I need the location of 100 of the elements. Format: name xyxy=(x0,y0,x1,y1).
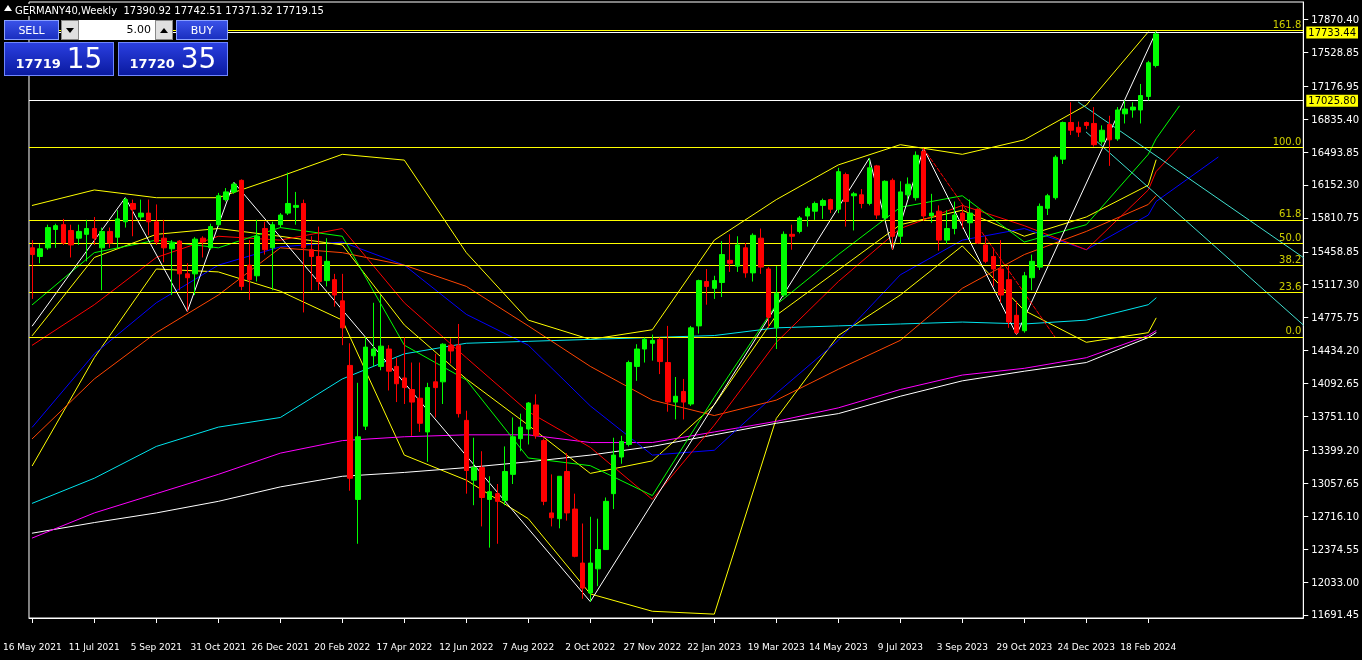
candlestick xyxy=(130,199,136,237)
annotation: 0.0 xyxy=(1285,325,1302,337)
candlestick xyxy=(270,221,275,291)
candlestick xyxy=(45,224,51,251)
candlestick xyxy=(1045,193,1050,216)
candlestick xyxy=(626,360,632,447)
x-tick-label: 14 May 2023 xyxy=(808,641,868,652)
candlestick xyxy=(595,518,601,587)
candlestick xyxy=(750,232,756,283)
annotation: 61.8 xyxy=(1279,208,1302,220)
candlestick xyxy=(471,437,477,506)
candlestick xyxy=(1076,121,1081,138)
candlestick xyxy=(1146,60,1151,101)
candlestick xyxy=(487,475,492,549)
candlestick xyxy=(898,180,903,245)
candlestick xyxy=(107,227,113,249)
candlestick xyxy=(231,181,237,195)
candlestick xyxy=(696,279,702,335)
candlestick xyxy=(223,187,229,203)
candlestick xyxy=(185,262,190,312)
candlestick xyxy=(665,325,671,413)
candlestick xyxy=(340,273,345,346)
candlestick xyxy=(200,235,206,258)
y-tick-label: 15810.75 xyxy=(1311,212,1359,224)
candlestick xyxy=(766,266,771,329)
annotation: BUY xyxy=(190,23,214,37)
price-box: 17719 15 xyxy=(4,42,114,76)
candlestick xyxy=(983,235,988,264)
candlestick xyxy=(84,219,89,262)
y-tick-label: 17176.95 xyxy=(1311,80,1359,92)
candlestick xyxy=(557,475,562,529)
candlestick xyxy=(53,223,58,249)
sell-button: SELL xyxy=(4,20,59,40)
candlestick xyxy=(192,236,198,296)
candlestick xyxy=(719,240,725,298)
candlestick xyxy=(433,353,438,418)
candlestick xyxy=(1014,300,1019,336)
candlestick xyxy=(603,497,609,551)
candlestick xyxy=(177,239,182,291)
candlestick xyxy=(518,413,523,452)
annotation: 161.8 xyxy=(1272,18,1302,30)
candlestick xyxy=(851,191,857,231)
candlestick xyxy=(464,410,469,495)
candlestick xyxy=(859,188,864,209)
candlestick xyxy=(347,342,353,492)
candlestick xyxy=(371,302,376,367)
candlestick xyxy=(657,336,663,375)
candlestick xyxy=(115,209,120,249)
candlestick xyxy=(138,199,144,221)
candlestick xyxy=(386,344,392,391)
candlestick xyxy=(440,342,446,405)
x-tick-label: 12 Jun 2022 xyxy=(439,641,494,652)
candlestick xyxy=(836,167,841,214)
candlestick xyxy=(417,362,423,433)
candlestick xyxy=(510,416,516,485)
candlestick xyxy=(526,401,531,445)
candlestick xyxy=(1130,101,1136,119)
candlestick xyxy=(1029,254,1035,291)
candlestick xyxy=(797,215,802,234)
annotation: 35 xyxy=(180,42,217,75)
candlestick xyxy=(991,247,996,287)
candlestick xyxy=(1122,99,1128,124)
x-tick-label: 5 Sep 2021 xyxy=(130,641,182,652)
candlestick xyxy=(727,233,733,273)
candlestick xyxy=(169,239,175,296)
candlestick xyxy=(1060,121,1066,165)
candlestick xyxy=(262,221,268,256)
candlestick xyxy=(673,376,678,420)
y-tick-label: 17870.40 xyxy=(1311,13,1359,25)
x-tick-label: 22 Jan 2023 xyxy=(687,641,742,652)
x-tick-label: 20 Feb 2022 xyxy=(314,641,371,652)
candlestick xyxy=(533,393,539,440)
candlestick xyxy=(789,224,795,251)
candlestick xyxy=(293,191,299,226)
candlestick xyxy=(30,239,35,300)
candlestick xyxy=(309,235,314,291)
candlestick xyxy=(913,150,919,202)
y-tick-label: 13751.10 xyxy=(1311,410,1359,422)
candlestick xyxy=(712,275,717,300)
y-tick-label: 16835.40 xyxy=(1311,113,1359,125)
candlestick xyxy=(549,473,554,527)
y-tick-label: 16493.85 xyxy=(1311,146,1359,158)
candlestick xyxy=(278,212,283,229)
candlestick xyxy=(324,237,330,287)
x-tick-label: 11 Jul 2021 xyxy=(68,641,120,652)
candlestick xyxy=(704,268,709,306)
ref-line-label: 17025.80 xyxy=(1308,95,1356,107)
candlestick xyxy=(998,239,1004,304)
y-tick-label: 13057.65 xyxy=(1311,477,1359,489)
candlestick xyxy=(650,334,655,362)
x-tick-label: 27 Nov 2022 xyxy=(623,641,682,652)
y-tick-label: 12374.55 xyxy=(1311,543,1359,555)
annotation: 50.0 xyxy=(1279,231,1302,243)
line-series xyxy=(31,297,1157,504)
candlestick xyxy=(688,325,694,407)
y-tick-label: 15458.85 xyxy=(1311,246,1359,258)
candlestick xyxy=(967,199,973,241)
candlestick xyxy=(975,207,981,245)
candlestick xyxy=(394,357,399,403)
candlestick xyxy=(882,179,888,222)
